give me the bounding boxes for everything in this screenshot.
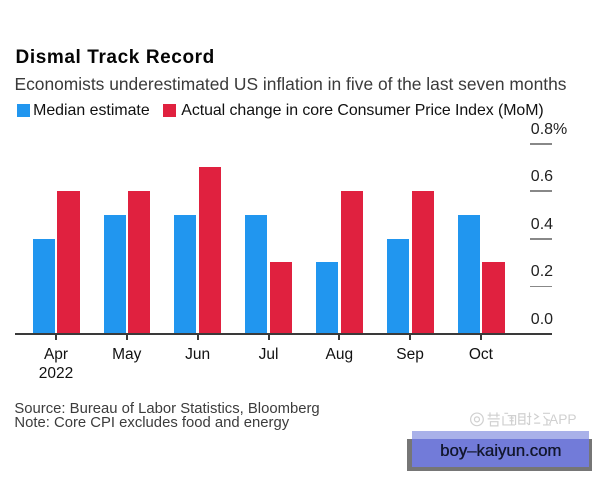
svg-text:APP: APP xyxy=(549,412,577,427)
